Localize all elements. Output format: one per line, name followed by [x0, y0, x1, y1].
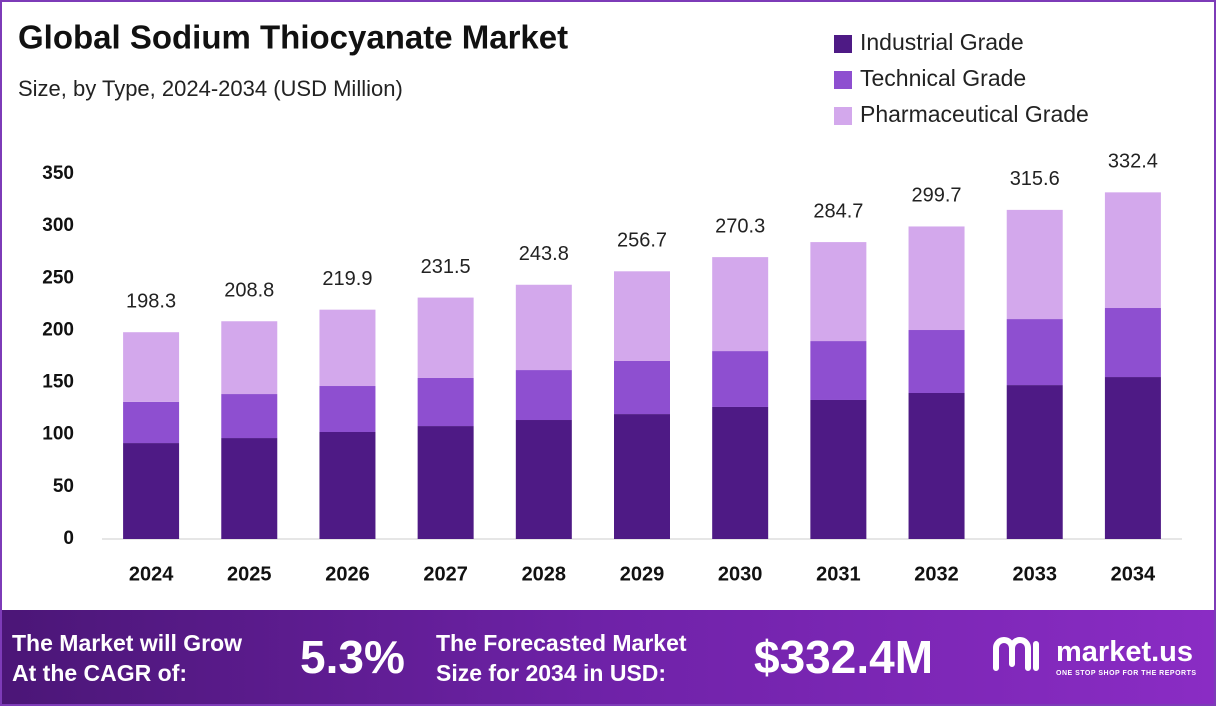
x-tick-label: 2031 [816, 563, 861, 585]
bar-segment [319, 309, 376, 387]
y-tick-label: 100 [42, 424, 74, 445]
y-tick-label: 150 [42, 372, 74, 393]
bar-segment [515, 370, 572, 421]
x-tick-label: 2028 [522, 563, 567, 585]
bar-segment [1006, 385, 1063, 539]
bar-segment [417, 426, 474, 539]
bar-segment [221, 438, 278, 539]
legend-label: Pharmaceutical Grade [860, 101, 1089, 127]
legend-label: Industrial Grade [860, 29, 1024, 55]
total-label: 243.8 [519, 243, 569, 265]
bar-segment [810, 341, 867, 400]
bar-segment [614, 360, 670, 415]
logo-icon [993, 637, 1039, 671]
caption-line: Size for 2034 in USD: [436, 660, 667, 686]
total-label: 256.7 [617, 230, 667, 252]
legend-swatch [834, 71, 852, 89]
legend-swatch [834, 107, 852, 125]
total-label: 198.3 [126, 290, 176, 312]
y-tick-label: 250 [42, 267, 74, 288]
caption-line: The Forecasted Market [436, 630, 687, 656]
bar-segment [1006, 209, 1063, 320]
total-label: 284.7 [813, 200, 863, 222]
total-label: 315.6 [1010, 168, 1060, 190]
logo-tagline: ONE STOP SHOP FOR THE REPORTS [1056, 670, 1197, 677]
bar-segment [221, 321, 278, 395]
total-label: 270.3 [715, 215, 765, 237]
bar-segment [712, 257, 769, 352]
x-tick-label: 2034 [1111, 563, 1156, 585]
x-tick-label: 2025 [227, 563, 272, 585]
bar-segment [221, 394, 278, 439]
logo-text: market.us [1056, 636, 1194, 668]
x-tick-label: 2024 [129, 563, 174, 585]
bar-segment [123, 401, 180, 444]
bar-segment [810, 399, 867, 539]
bar-segment [1104, 192, 1161, 309]
x-tick-label: 2030 [718, 563, 763, 585]
bar-segment [614, 271, 670, 361]
bar-segment [417, 297, 474, 378]
bar-segment [1104, 377, 1161, 539]
bar-segment [123, 443, 180, 539]
bar-segment [712, 406, 769, 539]
legend-swatch [834, 35, 852, 53]
y-tick-label: 0 [63, 528, 74, 549]
forecast-caption: The Forecasted Market Size for 2034 in U… [436, 628, 687, 688]
legend-label: Technical Grade [860, 65, 1026, 91]
cagr-value: 5.3% [300, 631, 405, 683]
chart-subtitle: Size, by Type, 2024-2034 (USD Million) [18, 76, 403, 101]
bar-segment [1104, 308, 1161, 378]
caption-line: At the CAGR of: [12, 660, 188, 686]
bar-segment [123, 332, 180, 402]
total-label: 219.9 [322, 268, 372, 290]
bar-segment [908, 330, 965, 393]
y-tick-label: 200 [42, 319, 74, 340]
y-tick-label: 300 [42, 215, 74, 236]
total-label: 299.7 [912, 185, 962, 207]
x-tick-label: 2033 [1012, 563, 1057, 585]
bar-segment [319, 386, 376, 433]
caption-line: The Market will Grow [12, 630, 243, 656]
y-tick-label: 350 [42, 163, 74, 184]
chart: Global Sodium Thiocyanate Market Size, b… [18, 19, 1182, 585]
x-tick-label: 2032 [914, 563, 959, 585]
total-label: 231.5 [421, 256, 471, 278]
bar-segment [319, 432, 376, 539]
bar-segment [417, 377, 474, 427]
bar-segment [1006, 319, 1063, 386]
cagr-caption: The Market will Grow At the CAGR of: [12, 628, 242, 688]
bar-segment [712, 351, 769, 407]
y-tick-label: 50 [53, 476, 74, 497]
forecast-value: $332.4M [754, 631, 934, 683]
bar-segment [515, 420, 572, 539]
total-label: 332.4 [1108, 151, 1158, 173]
total-label: 208.8 [224, 280, 274, 302]
bar-segment [908, 226, 965, 331]
bar-segment [614, 414, 670, 539]
x-tick-label: 2029 [620, 563, 665, 585]
x-tick-label: 2026 [325, 563, 370, 585]
chart-title: Global Sodium Thiocyanate Market [18, 19, 568, 56]
bar-segment [810, 242, 867, 342]
bar-segment [908, 393, 965, 539]
footer-banner: The Market will Grow At the CAGR of: 5.3… [2, 610, 1214, 704]
x-tick-label: 2027 [423, 563, 468, 585]
bar-segment [515, 284, 572, 371]
